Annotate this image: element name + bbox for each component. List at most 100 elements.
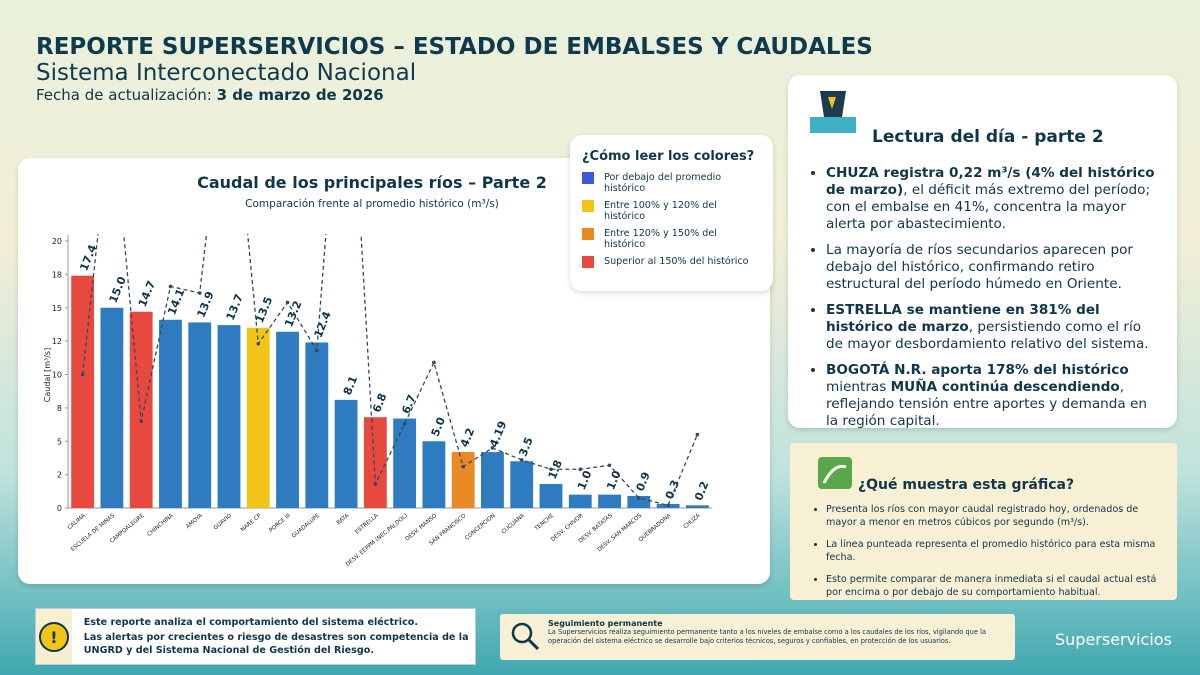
chart-icon: [818, 457, 852, 489]
chart-title: Caudal de los principales ríos – Parte 2: [197, 173, 547, 192]
data-label: 13.5: [253, 295, 275, 325]
reading-text: mientras: [826, 379, 891, 395]
dam-icon: [810, 91, 856, 133]
bar: [159, 319, 182, 508]
history-point: [197, 291, 202, 295]
x-tick-label: CONCEPCION: [464, 513, 497, 542]
warning-icon: !: [36, 609, 72, 664]
monitor-title: Seguimiento permanente: [548, 619, 663, 628]
history-point: [607, 463, 612, 468]
history-point: [666, 503, 670, 508]
logo: Superservicios: [1055, 630, 1172, 649]
explain-bullet: Esto permite comparar de manera inmediat…: [826, 573, 1157, 599]
legend-label: Entre 120% y 150% del histórico: [604, 228, 717, 250]
note-box: ! Este reporte analiza el comportamiento…: [35, 608, 476, 665]
reading-text: , el déficit más extremo del período; co…: [826, 182, 1151, 232]
data-label: 3.5: [516, 435, 535, 458]
reading-text: ESTRELLA se mantiene en 381% del históri…: [826, 302, 1100, 335]
y-tick-label: 20: [52, 237, 62, 246]
date-label: Fecha de actualización:: [36, 86, 212, 104]
chart-subtitle: Comparación frente al promedio histórico…: [245, 198, 499, 210]
reading-text: BOGOTÁ N.R. aporta 178% del histórico: [826, 362, 1129, 378]
history-point: [402, 422, 407, 426]
date-line: Fecha de actualización: 3 de marzo de 20…: [36, 86, 873, 104]
history-point: [285, 300, 290, 305]
bar: [568, 494, 592, 508]
legend-label: Por debajo del promedio histórico: [604, 172, 722, 194]
y-tick-label: 2: [57, 471, 62, 480]
subtitle: Sistema Interconectado Nacional: [36, 60, 417, 86]
bar: [129, 311, 153, 508]
data-label: 12.4: [312, 309, 334, 339]
reading-text: MUÑA continúa descendiendo: [890, 379, 1120, 395]
reading-text: , reflejando tensión entre aportes y dem…: [826, 379, 1148, 429]
history-point: [637, 496, 641, 500]
data-label: 15.0: [107, 275, 129, 305]
data-label: 13.7: [224, 292, 246, 322]
x-tick-label: TENCHE: [533, 513, 555, 533]
x-tick-label: AMOYA: [185, 513, 204, 530]
legend-swatch: [582, 256, 594, 268]
legend-item: Por debajo del promedio histórico: [582, 172, 761, 194]
bar: [363, 417, 387, 508]
bar: [246, 327, 270, 508]
x-tick-label: ESTRELLA: [354, 513, 380, 536]
history-point: [168, 284, 173, 289]
history-point: [695, 432, 700, 437]
monitor-box: Seguimiento permanente La Superservicios…: [500, 614, 1015, 660]
reading-list: CHUZA registra 0,22 m³/s (4% del históri…: [810, 165, 1155, 430]
history-point: [139, 419, 143, 424]
bar: [685, 505, 709, 508]
note-text: Este reporte analiza el comportamiento d…: [72, 616, 475, 657]
explain-panel: ¿Qué muestra esta gráfica? Presenta los …: [790, 443, 1177, 600]
data-label: 0.3: [663, 478, 682, 501]
data-label: 14.1: [165, 287, 187, 317]
y-tick-label: 8: [57, 404, 62, 413]
bar: [276, 331, 299, 508]
reading-bullet: BOGOTÁ N.R. aporta 178% del histórico mi…: [826, 362, 1155, 430]
x-tick-label: PORCE III: [268, 513, 292, 534]
history-point: [461, 464, 465, 469]
bar: [598, 494, 621, 508]
note-line: Este reporte analiza el comportamiento d…: [83, 617, 418, 628]
bar: [217, 325, 241, 508]
history-point: [373, 482, 378, 486]
bar: [451, 451, 475, 508]
x-tick-label: CHINCHINA: [147, 513, 175, 538]
data-label: 8.1: [341, 374, 360, 397]
explain-list: Presenta los ríos con mayor caudal regis…: [810, 503, 1157, 599]
reading-text: , persistiendo como el río de mayor desb…: [826, 319, 1149, 352]
reading-bullet: CHUZA registra 0,22 m³/s (4% del históri…: [826, 165, 1155, 233]
bar: [305, 342, 329, 508]
data-label: 5.0: [429, 415, 448, 438]
x-tick-label: CHUZA: [683, 513, 702, 530]
bar: [510, 461, 534, 508]
explain-title: ¿Qué muestra esta gráfica?: [858, 477, 1075, 493]
monitor-icon: [511, 622, 540, 651]
x-tick-label: CUCUANA: [501, 513, 526, 536]
bar: [334, 399, 358, 508]
data-label: 0.9: [634, 470, 653, 493]
bar: [71, 275, 95, 508]
legend-swatch: [582, 228, 594, 240]
legend-item: Entre 120% y 150% del histórico: [582, 228, 761, 250]
date: 3 de marzo de 2026: [216, 86, 384, 104]
data-label: 4.19: [487, 419, 509, 449]
y-tick-label: 15: [52, 304, 62, 313]
header: REPORTE SUPERSERVICIOS – ESTADO DE EMBAL…: [36, 34, 873, 104]
y-tick-label: 0: [57, 504, 62, 513]
chart: Caudal de los principales ríos – Parte 2…: [43, 173, 712, 568]
legend-title: ¿Cómo leer los colores?: [582, 149, 755, 164]
reading-text: CHUZA registra 0,22 m³/s (4% del históri…: [826, 165, 1155, 198]
y-axis-label: Caudal [m³/s]: [43, 348, 52, 402]
data-label: 1.0: [575, 469, 594, 492]
legend-item: Entre 100% y 120% del histórico: [582, 200, 761, 222]
history-point: [432, 360, 436, 365]
history-point: [549, 467, 553, 472]
x-tick-label: GUADALUPE: [291, 513, 321, 540]
data-label: 6.7: [399, 393, 418, 416]
note-line: Las alertas por crecientes o riesgo de d…: [83, 632, 469, 656]
title: REPORTE SUPERSERVICIOS – ESTADO DE EMBAL…: [36, 34, 873, 60]
bar: [481, 452, 504, 508]
